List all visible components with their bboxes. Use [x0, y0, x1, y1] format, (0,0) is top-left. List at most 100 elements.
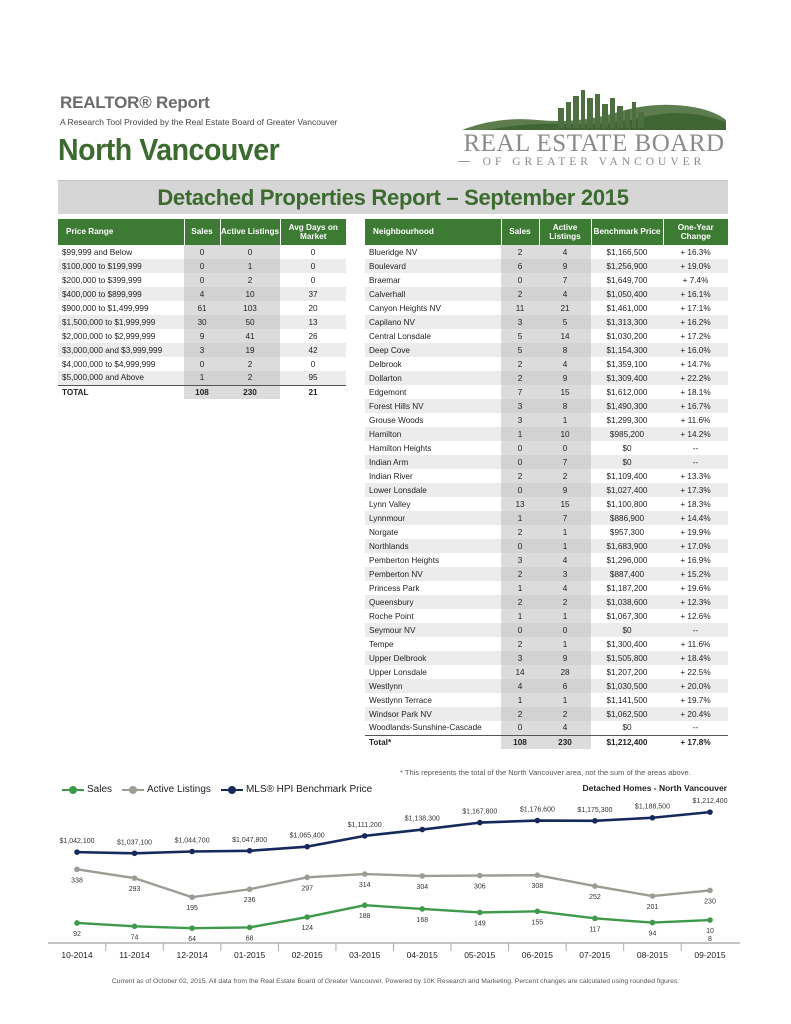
neighbourhood-table-cell: $1,038,600 — [591, 595, 663, 609]
neighbourhood-table-row: Westlynn Terrace 1 1 $1,141,500 + 19.7% — [365, 693, 728, 707]
neighbourhood-table-row: Roche Point 1 1 $1,067,300 + 12.6% — [365, 609, 728, 623]
neighbourhood-table-cell: 15 — [539, 497, 591, 511]
neighbourhood-table-cell: Windsor Park NV — [365, 707, 501, 721]
neighbourhood-table-cell: 2 — [501, 371, 539, 385]
neighbourhood-table-cell: 0 — [501, 539, 539, 553]
neighbourhood-table-cell: $1,207,200 — [606, 667, 648, 677]
listings-line — [76, 868, 711, 899]
neighbourhood-table-row: Hamilton Heights 0 0 $0 -- — [365, 441, 728, 455]
neighbourhood-table-cell: 2 — [539, 595, 591, 609]
neighbourhood-table-cell: + 13.3% — [680, 471, 711, 481]
hpi-point — [419, 826, 426, 833]
price-table-cell: 19 — [220, 343, 280, 357]
hpi-line — [76, 810, 711, 855]
listings-point — [361, 871, 368, 877]
x-tick-label: 11-2014 — [119, 950, 150, 960]
neighbourhood-table-row: Deep Cove 5 8 $1,154,300 + 16.0% — [365, 343, 728, 357]
sales-point — [361, 902, 368, 909]
price-table-cell: 2 — [220, 273, 280, 287]
neighbourhood-table-cell: $1,100,800 — [606, 499, 648, 509]
neighbourhood-table-row: Braemar 0 7 $1,649,700 + 7.4% — [365, 273, 728, 287]
sales-point — [419, 906, 426, 912]
hpi-data-label: $1,188,500 — [635, 804, 670, 811]
x-tick-label: 05-2015 — [464, 950, 495, 960]
neighbourhood-table-cell: 2 — [501, 707, 539, 721]
neighbourhood-table-cell: $1,166,500 — [606, 247, 648, 257]
sales-data-label: 64 — [188, 936, 196, 943]
neighbourhood-table-cell: + 18.3% — [680, 499, 711, 509]
sales-data-label: 117 — [589, 926, 600, 933]
neighbourhood-table-total-cell: 108 — [501, 734, 539, 749]
price-table-cell: 0 — [280, 259, 346, 273]
price-table-total-cell: 230 — [220, 384, 280, 399]
hpi-data-label: $1,047,800 — [232, 837, 267, 844]
col-avg-days: Avg Days on Market — [280, 219, 346, 245]
neighbourhood-table-cell: + 18.4% — [663, 651, 728, 665]
sales-line — [76, 904, 711, 930]
neighbourhood-table-cell: Central Lonsdale — [369, 331, 431, 341]
listings-point — [534, 872, 541, 878]
legend-hpi-swatch — [220, 785, 243, 794]
neighbourhood-table-total-cell: + 17.8% — [663, 734, 728, 749]
neighbourhood-table-cell: + 14.4% — [663, 511, 728, 525]
price-table-cell: $4,000,000 to $4,999,999 — [62, 359, 156, 369]
x-tick-label: 01-2015 — [234, 950, 265, 960]
chart-title: Detached Homes - North Vancouver — [582, 783, 727, 793]
neighbourhood-table-cell: + 16.1% — [663, 287, 728, 301]
neighbourhood-table-row: Lower Lonsdale 0 9 $1,027,400 + 17.3% — [365, 483, 728, 497]
price-table-cell: 41 — [220, 329, 280, 343]
x-tick-label: 03-2015 — [349, 950, 380, 960]
hpi-point — [649, 814, 656, 821]
price-table-cell: 13 — [280, 315, 346, 329]
x-tick-label: 10-2014 — [61, 950, 92, 960]
neighbourhood-table-cell: + 12.3% — [663, 595, 728, 609]
neighbourhood-table-cell: 21 — [539, 301, 591, 315]
neighbourhood-table-cell: 7 — [539, 455, 591, 469]
price-table-cell: 0 — [184, 357, 220, 371]
price-table-total-cell: 108 — [184, 384, 220, 399]
x-tick-label: 08-2015 — [637, 950, 668, 960]
neighbourhood-table-cell: 4 — [539, 357, 591, 371]
neighbourhood-table-cell: + 16.2% — [663, 315, 728, 329]
neighbourhood-table-cell: 2 — [501, 637, 539, 651]
price-table-cell: 0 — [184, 259, 220, 273]
neighbourhood-table-cell: Lower Lonsdale — [365, 483, 501, 497]
sales-data-label: 74 — [131, 934, 139, 941]
price-table-cell: 2 — [220, 357, 280, 371]
neighbourhood-table-row: Upper Delbrook 3 9 $1,505,800 + 18.4% — [365, 651, 728, 665]
hpi-point — [304, 843, 310, 850]
legend-sales: Sales — [62, 784, 112, 795]
listings-data-label: 293 — [129, 886, 141, 893]
neighbourhood-table-cell: 1 — [501, 609, 539, 623]
neighbourhood-table-cell: 5 — [501, 329, 539, 343]
neighbourhood-table-cell: Delbrook — [369, 359, 402, 369]
neighbourhood-table-cell: + 20.4% — [663, 707, 728, 721]
neighbourhood-table-cell: 0 — [501, 483, 539, 497]
neighbourhood-table-cell: Pemberton NV — [365, 567, 501, 581]
neighbourhood-table-cell: $1,062,500 — [591, 707, 663, 721]
neighbourhood-table-cell: 4 — [539, 721, 591, 735]
sales-data-label: 8 — [708, 936, 712, 943]
hpi-data-label: $1,037,100 — [117, 839, 152, 846]
report-label: REALTOR® Report — [60, 93, 210, 112]
neighbourhood-table-row: Pemberton Heights 3 4 $1,296,000 + 16.9% — [365, 553, 728, 567]
neighbourhood-table-cell: $887,400 — [591, 567, 663, 581]
sales-point — [707, 917, 713, 923]
x-tick-label: 12-2014 — [176, 950, 207, 960]
footer-disclaimer: Current as of October 02, 2015. All data… — [111, 978, 680, 985]
neighbourhood-table-cell: 8 — [539, 399, 591, 413]
neighbourhood-table-cell: 0 — [501, 721, 539, 735]
col-neighbourhood: Neighbourhood — [365, 219, 502, 245]
neighbourhood-table-cell: 28 — [539, 665, 591, 679]
neighbourhood-table-cell: + 16.9% — [680, 555, 711, 565]
listings-point — [189, 894, 195, 901]
sales-point — [189, 925, 195, 931]
price-table-total-cell: TOTAL — [58, 384, 184, 399]
neighbourhood-table-cell: Lynnmour — [365, 511, 501, 525]
report-banner: Detached Properties Report – September 2… — [58, 180, 728, 214]
price-table-cell: 4 — [184, 287, 220, 301]
col-one-year-change: One-Year Change — [663, 219, 728, 245]
price-table-row: $4,000,000 to $4,999,999 0 2 0 — [58, 357, 346, 371]
price-table-cell: $99,999 and Below — [62, 247, 133, 257]
price-table-row: $100,000 to $199,999 0 1 0 — [58, 259, 346, 273]
